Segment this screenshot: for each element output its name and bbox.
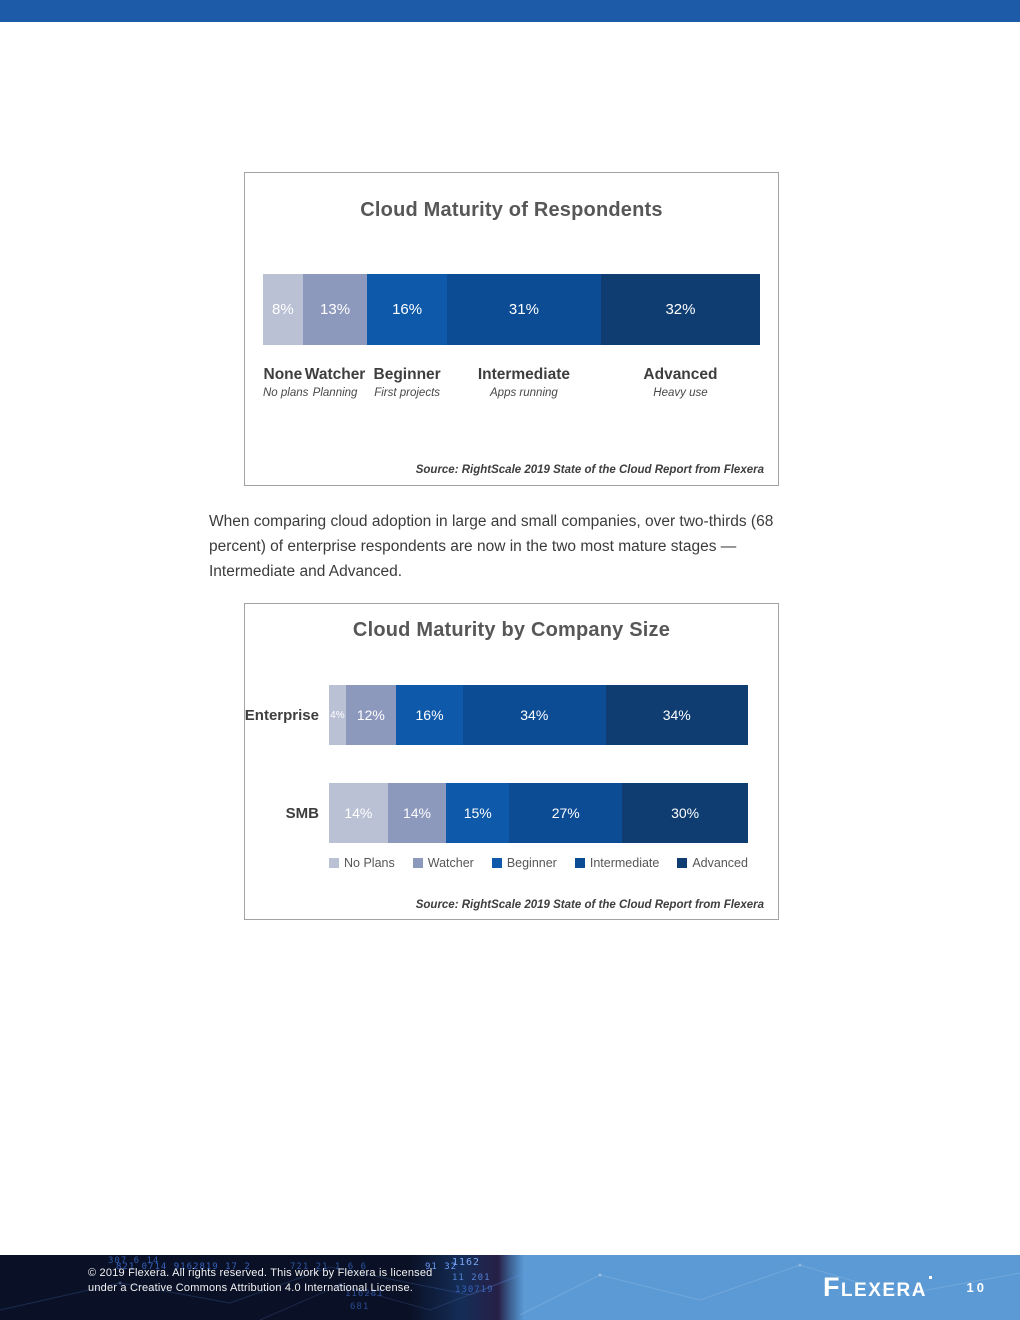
chart1-source: Source: RightScale 2019 State of the Clo… — [415, 464, 764, 476]
category-sublabel: First projects — [374, 387, 441, 399]
category-label-cell: Watcher Planning — [303, 366, 368, 399]
footer-pattern-digits: 130719 — [455, 1285, 494, 1295]
bar-segment: 32% — [600, 274, 760, 345]
footer-pattern-digits: 11 201 — [452, 1273, 491, 1283]
category-label-cell: Beginner First projects — [367, 366, 447, 399]
category-label-cell: Intermediate Apps running — [447, 366, 601, 399]
category-sublabel: Heavy use — [653, 387, 708, 399]
bar-segment: 13% — [302, 274, 368, 345]
footer-brand-band — [498, 1255, 1020, 1320]
footer-logo-block: Flexera 10 — [760, 1255, 1020, 1320]
copyright-line-2: under a Creative Commons Attribution 4.0… — [88, 1281, 414, 1294]
legend-item: Beginner — [491, 856, 557, 870]
chart1-stacked-bar: 8% 13% 16% 31% 32% — [263, 274, 760, 345]
chart-cloud-maturity-of-respondents: Cloud Maturity of Respondents 8% 13% 16% 31… — [244, 172, 779, 486]
chart1-category-labels: None No plans Watcher Planning Beginner First… — [263, 366, 760, 399]
footer-pattern-digits: 721 21 1 6 6 — [290, 1262, 368, 1272]
bar-segment: 27% — [509, 783, 623, 843]
chart1-title: Cloud Maturity of Respondents — [360, 199, 663, 221]
category-sublabel: Apps running — [490, 387, 558, 399]
chart2-category-label: SMB — [285, 804, 319, 822]
category-label: Advanced — [643, 366, 718, 383]
category-label: Watcher — [304, 366, 366, 383]
legend-item: Intermediate — [574, 856, 660, 870]
legend-label: Advanced — [692, 856, 748, 870]
legend-swatch — [574, 858, 585, 868]
bar-segment: 15% — [446, 783, 510, 843]
footer-pattern-digits: 116281 — [345, 1289, 384, 1299]
legend-label: Watcher — [427, 856, 474, 870]
body-paragraph: When comparing cloud adoption in large a… — [209, 513, 774, 580]
bar-segment: 8% — [263, 274, 303, 345]
category-label-cell: None No plans — [263, 366, 309, 399]
chart-cloud-maturity-by-company-size: Cloud Maturity by Company Size Enterpris… — [244, 603, 779, 920]
copyright-line-1: © 2019 Flexera. All rights reserved. Thi… — [88, 1267, 433, 1279]
chart2-legend: No Plans Watcher Beginner Intermediate Advan… — [329, 856, 748, 870]
category-label: Intermediate — [477, 366, 570, 383]
footer-pattern-digits: 1162 — [452, 1257, 481, 1268]
chart2-source: Source: RightScale 2019 State of the Clo… — [415, 899, 764, 911]
bar-segment: 34% — [463, 685, 606, 745]
legend-item: Watcher — [412, 856, 474, 870]
bar-segment: 14% — [387, 783, 447, 843]
bar-segment: 31% — [446, 274, 601, 345]
legend-label: No Plans — [344, 856, 395, 870]
legend-swatch — [491, 858, 502, 868]
page-footer: 307 6 14 821 0714 9162819 17 2 721 21 1 6 … — [0, 1255, 1020, 1320]
legend-label: Beginner — [506, 856, 557, 870]
top-accent-bar — [0, 0, 1020, 22]
footer-pattern-digits: 681 — [350, 1302, 370, 1312]
bar-segment: 4% — [329, 685, 346, 745]
bar-segment: 30% — [622, 783, 748, 843]
footer-tech-art: 307 6 14 821 0714 9162819 17 2 721 21 1 6 … — [0, 1255, 525, 1320]
category-label: Beginner — [373, 366, 441, 383]
chart2-category-label: Enterprise — [244, 706, 319, 724]
legend-swatch — [412, 858, 423, 868]
copyright-text: © 2019 Flexera. All rights reserved. Thi… — [88, 1266, 433, 1295]
footer-pattern-digits: 307 6 14 — [108, 1256, 160, 1266]
chart2-title: Cloud Maturity by Company Size — [352, 619, 671, 641]
legend-item: No Plans — [329, 856, 395, 870]
bar-segment: 16% — [367, 274, 447, 345]
legend-label: Intermediate — [589, 856, 660, 870]
chart2-stacked-bar-enterprise: 4% 12% 16% 34% 34% — [329, 685, 748, 745]
bar-segment: 16% — [396, 685, 464, 745]
legend-item: Advanced — [677, 856, 748, 870]
category-label-cell: Advanced Heavy use — [601, 366, 760, 399]
category-label: None — [263, 366, 303, 383]
chart2-stacked-bar-smb: 14% 14% 15% 27% 30% — [329, 783, 748, 843]
category-sublabel: No plans — [263, 387, 309, 399]
legend-swatch — [677, 858, 688, 868]
page-number: 10 — [966, 1280, 987, 1295]
bar-segment: 14% — [329, 783, 388, 843]
flexera-logo: Flexera — [823, 1271, 932, 1303]
footer-pattern-digits: 821 0714 9162819 17 2 — [116, 1262, 251, 1272]
category-sublabel: Planning — [312, 387, 358, 399]
footer-pattern-digits: 91 32 — [425, 1262, 458, 1272]
bar-segment: 12% — [345, 685, 397, 745]
bar-segment: 34% — [605, 685, 748, 745]
legend-swatch — [329, 858, 339, 868]
